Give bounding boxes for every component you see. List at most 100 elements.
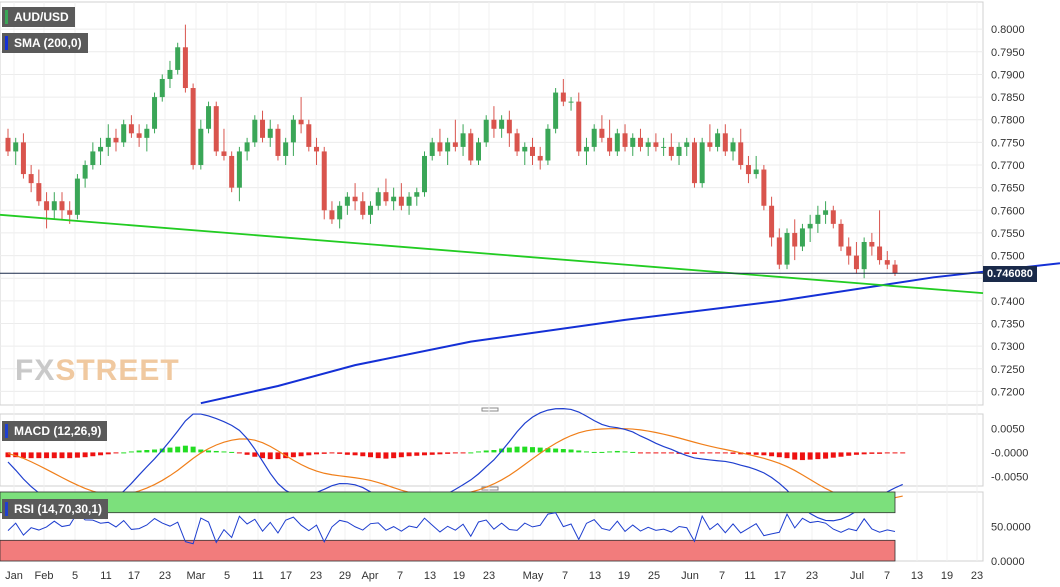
macd-histogram-bar	[877, 452, 883, 454]
macd-histogram-bar	[769, 452, 775, 457]
macd-histogram-bar	[59, 452, 65, 459]
macd-histogram-bar	[182, 445, 188, 453]
candle-body	[152, 97, 158, 129]
symbol-label[interactable]: AUD/USD	[2, 7, 75, 27]
macd-histogram-bar	[44, 452, 50, 459]
candle-body	[20, 142, 26, 175]
price-tick-label: 0.8000	[991, 24, 1025, 36]
candle-body	[51, 201, 57, 211]
macd-histogram-bar	[491, 450, 497, 453]
macd-histogram-bar	[900, 452, 906, 454]
time-tick-label: 7	[397, 570, 403, 582]
macd-histogram-bar	[799, 452, 805, 461]
candle-body	[314, 146, 320, 152]
time-tick-label: 13	[911, 570, 923, 582]
time-tick-label: Feb	[35, 570, 54, 582]
macd-histogram-bar	[90, 452, 96, 457]
macd-histogram-bar	[452, 452, 458, 454]
rsi-tick-label: 50.0000	[991, 522, 1031, 534]
candle-body	[506, 119, 512, 134]
macd-histogram-bar	[82, 452, 88, 458]
macd-histogram-bar	[722, 452, 728, 454]
macd-histogram-bar	[661, 452, 667, 454]
candle-body	[784, 232, 790, 265]
candle-body	[414, 192, 420, 197]
macd-histogram-bar	[607, 451, 613, 453]
macd-tick-label: 0.0050	[991, 423, 1025, 435]
macd-histogram-bar	[329, 452, 335, 454]
candle-body	[121, 124, 127, 143]
candle-body	[236, 151, 242, 188]
candle-body	[283, 142, 289, 156]
candle-body	[252, 119, 258, 143]
candle-body	[198, 128, 204, 166]
sma-label[interactable]: SMA (200,0)	[2, 33, 88, 53]
candle-body	[368, 205, 374, 215]
time-tick-label: Jan	[5, 570, 23, 582]
macd-histogram-bar	[529, 447, 535, 453]
candle-body	[630, 137, 636, 147]
macd-histogram-bar	[128, 451, 134, 453]
candle-body	[607, 137, 613, 152]
macd-histogram-bar	[553, 448, 559, 453]
time-tick-label: 5	[224, 570, 230, 582]
symbol-color-marker	[5, 10, 8, 24]
macd-tick-label: -0.0050	[991, 471, 1028, 483]
macd-histogram-bar	[375, 452, 381, 459]
macd-histogram-bar	[684, 452, 690, 454]
macd-histogram-bar	[815, 452, 821, 460]
candle-body	[499, 119, 505, 129]
time-tick-label: 11	[100, 570, 111, 582]
macd-histogram-bar	[568, 449, 574, 453]
macd-histogram-bar	[267, 452, 273, 460]
candle-body	[244, 142, 250, 152]
macd-histogram-bar	[753, 452, 759, 455]
price-tick-label: 0.7200	[991, 386, 1025, 398]
candle-body	[761, 169, 767, 206]
candle-body	[36, 183, 42, 202]
macd-histogram-bar	[167, 447, 173, 453]
candle-body	[167, 69, 173, 79]
macd-histogram-bar	[545, 448, 551, 453]
macd-histogram-bar	[869, 452, 875, 454]
macd-histogram-bar	[637, 452, 643, 454]
pane-resize-handle	[481, 407, 499, 412]
macd-histogram-bar	[707, 452, 713, 454]
candle-body	[815, 214, 821, 224]
rsi-tick-label: 0.0000	[991, 556, 1025, 568]
price-tick-label: 0.7550	[991, 228, 1025, 240]
macd-histogram-bar	[306, 452, 312, 456]
time-tick-label: 13	[424, 570, 436, 582]
candle-body	[545, 128, 551, 161]
candle-body	[830, 210, 836, 224]
candle-body	[74, 178, 80, 215]
macd-color-marker	[5, 424, 8, 438]
candle-body	[206, 106, 212, 129]
macd-histogram-bar	[221, 451, 227, 453]
candle-body	[807, 223, 813, 229]
price-tick-label: 0.7800	[991, 115, 1025, 127]
macd-histogram-bar	[422, 452, 428, 456]
macd-label[interactable]: MACD (12,26,9)	[2, 421, 108, 441]
candle-body	[337, 205, 343, 220]
macd-histogram-bar	[290, 452, 296, 458]
candle-body	[846, 246, 852, 256]
macd-histogram-bar	[175, 446, 181, 453]
macd-histogram-bar	[622, 451, 628, 453]
candle-body	[730, 142, 736, 152]
rsi-line	[7, 511, 896, 545]
macd-histogram-bar	[830, 452, 836, 458]
macd-histogram-bar	[98, 452, 104, 456]
candle-body	[599, 128, 605, 138]
macd-histogram-bar	[715, 452, 721, 454]
rsi-label[interactable]: RSI (14,70,30,1)	[2, 499, 109, 519]
macd-histogram-bar	[730, 452, 736, 454]
candle-body	[560, 92, 566, 102]
candle-body	[422, 155, 428, 193]
time-tick-label: Apr	[361, 570, 378, 582]
price-tick-label: 0.7500	[991, 251, 1025, 263]
macd-histogram-bar	[807, 452, 813, 460]
macd-histogram-bar	[560, 449, 566, 453]
candle-body	[175, 47, 181, 70]
